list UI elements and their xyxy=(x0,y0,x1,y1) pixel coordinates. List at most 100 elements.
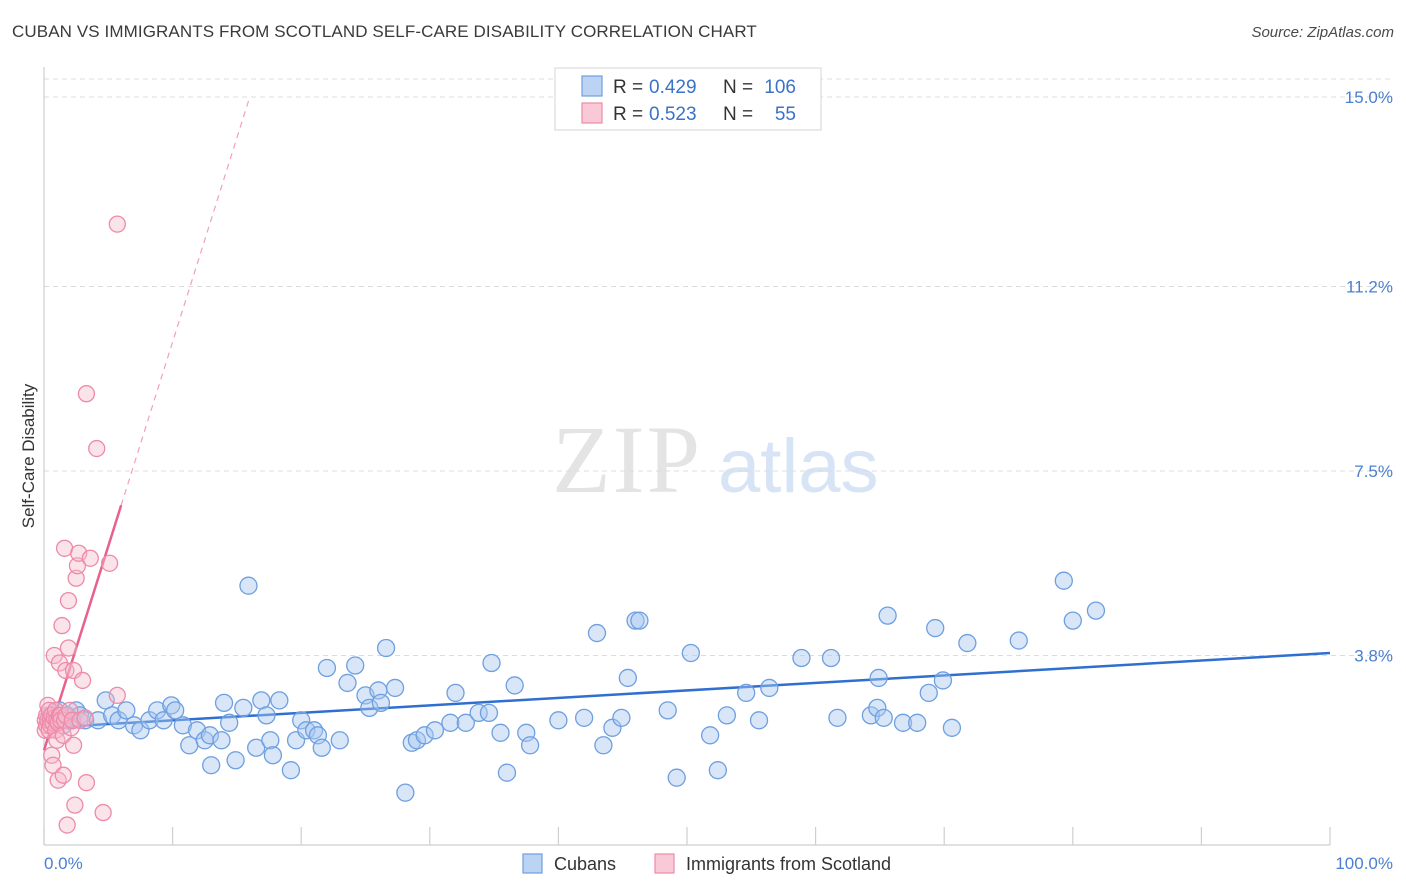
point-scotland xyxy=(64,736,83,754)
point-cubans xyxy=(263,746,283,765)
point-cubans xyxy=(257,706,276,725)
point-cubans xyxy=(202,756,221,775)
x-tick-label-max: 100.0% xyxy=(1335,854,1393,873)
point-cubans xyxy=(385,678,405,698)
y-tick-label: 7.5% xyxy=(1354,462,1393,481)
legend-r-value-scotland: 0.523 xyxy=(649,104,697,125)
point-cubans xyxy=(612,708,631,727)
point-cubans xyxy=(574,708,594,727)
point-cubans xyxy=(618,668,637,688)
bottom-legend-label-scotland: Immigrants from Scotland xyxy=(686,854,891,874)
point-cubans xyxy=(908,713,927,732)
point-cubans xyxy=(700,726,720,745)
point-cubans xyxy=(1009,631,1028,650)
legend-n-value-scotland: 55 xyxy=(775,104,796,125)
point-cubans xyxy=(166,701,185,720)
point-cubans xyxy=(396,783,415,802)
point-cubans xyxy=(226,751,245,770)
point-scotland xyxy=(59,592,78,610)
point-cubans xyxy=(317,658,337,678)
legend-swatch-scotland xyxy=(581,102,603,124)
point-scotland xyxy=(68,557,87,575)
point-cubans xyxy=(658,701,677,720)
point-scotland xyxy=(61,701,79,720)
point-cubans xyxy=(874,708,893,727)
top-legend: R = 0.429 N = 106 R = 0.523 N = 55 xyxy=(554,67,822,131)
point-cubans xyxy=(828,708,847,727)
chart-title: CUBAN VS IMMIGRANTS FROM SCOTLAND SELF-C… xyxy=(12,22,757,41)
point-cubans xyxy=(281,761,301,780)
point-cubans xyxy=(878,606,897,625)
point-cubans xyxy=(479,703,499,723)
point-cubans xyxy=(425,721,445,740)
point-cubans xyxy=(594,736,613,755)
point-cubans xyxy=(482,653,501,673)
y-tick-label: 3.8% xyxy=(1354,647,1393,666)
legend-r-label-scotland: R = xyxy=(613,104,648,125)
point-cubans xyxy=(220,713,239,732)
point-cubans xyxy=(360,698,379,718)
legend-r-value-cubans: 0.429 xyxy=(649,77,697,98)
trend-line-scotland-extension xyxy=(120,96,251,506)
point-cubans xyxy=(760,678,779,698)
point-scotland xyxy=(100,554,119,572)
point-cubans xyxy=(667,768,686,787)
point-scotland xyxy=(44,756,62,774)
point-cubans xyxy=(247,738,266,757)
point-cubans xyxy=(942,718,962,737)
point-cubans xyxy=(587,623,607,643)
point-scotland xyxy=(108,686,126,705)
point-cubans xyxy=(212,731,231,750)
y-axis-label: Self-Care Disability xyxy=(19,383,38,528)
point-scotland xyxy=(67,569,85,587)
bottom-legend-label-cubans: Cubans xyxy=(554,854,616,874)
point-cubans xyxy=(292,711,311,730)
point-cubans xyxy=(371,693,391,713)
point-cubans xyxy=(520,736,540,755)
legend-n-label-scotland: N = xyxy=(723,104,758,125)
point-cubans xyxy=(214,693,234,713)
point-cubans xyxy=(270,691,289,710)
legend-r-label-cubans: R = xyxy=(613,77,648,98)
point-cubans xyxy=(346,656,365,675)
point-cubans xyxy=(681,643,701,663)
point-cubans xyxy=(505,676,524,695)
tick-labels: 3.8% 7.5% 11.2% 15.0% 0.0% 100.0% xyxy=(44,88,1393,873)
point-cubans xyxy=(173,716,193,735)
bottom-legend-swatch-scotland xyxy=(654,853,675,874)
y-tick-label: 15.0% xyxy=(1345,88,1393,107)
point-cubans xyxy=(792,648,811,668)
point-cubans xyxy=(469,703,488,723)
point-cubans xyxy=(1063,611,1082,630)
point-cubans xyxy=(140,711,159,730)
point-cubans xyxy=(626,611,645,630)
legend-swatch-cubans xyxy=(581,75,603,97)
point-scotland xyxy=(76,709,94,727)
point-cubans xyxy=(330,731,349,750)
point-cubans xyxy=(441,713,460,732)
point-cubans xyxy=(497,763,517,782)
point-cubans xyxy=(491,723,510,742)
point-scotland xyxy=(49,771,67,789)
point-scotland xyxy=(58,816,76,834)
point-cubans xyxy=(338,673,357,693)
point-cubans xyxy=(456,713,475,732)
point-cubans xyxy=(717,706,737,725)
point-scotland xyxy=(54,766,72,784)
point-cubans xyxy=(933,671,953,690)
point-cubans xyxy=(630,611,649,630)
grid-lines xyxy=(44,78,1393,657)
point-cubans xyxy=(708,761,728,780)
point-cubans xyxy=(88,711,108,730)
point-cubans xyxy=(958,633,977,653)
legend-n-label-cubans: N = xyxy=(723,77,758,98)
point-cubans xyxy=(117,701,136,720)
point-cubans xyxy=(549,711,568,730)
point-cubans xyxy=(261,731,280,750)
point-cubans xyxy=(234,698,253,718)
legend-n-value-cubans: 106 xyxy=(764,77,796,98)
point-cubans xyxy=(148,701,167,720)
data-points xyxy=(36,215,1106,834)
point-cubans xyxy=(312,738,331,757)
